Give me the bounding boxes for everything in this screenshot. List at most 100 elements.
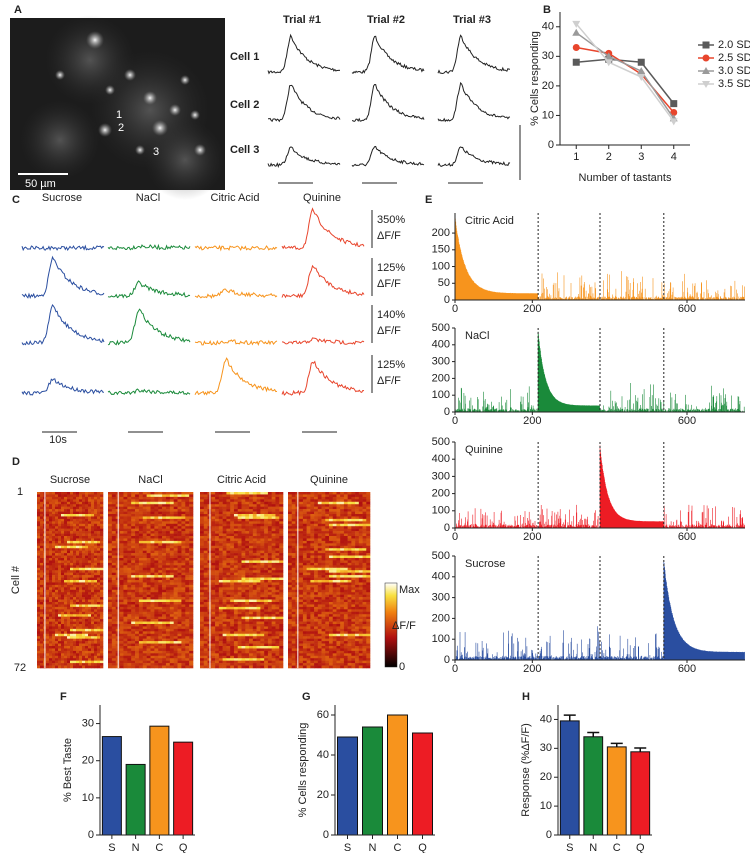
heatmap-cell	[230, 626, 234, 629]
heatmap-cell	[131, 541, 135, 544]
heatmap-cell	[112, 497, 116, 500]
heatmap-cell	[154, 556, 158, 559]
heatmap-cell	[181, 541, 185, 544]
heatmap-cell	[112, 509, 116, 512]
heatmap-cell	[257, 556, 261, 559]
heatmap-cell	[268, 543, 272, 546]
heatmap-cell	[230, 597, 234, 600]
heatmap-cell	[91, 626, 94, 629]
heatmap-cell	[147, 661, 151, 664]
heatmap-cell	[230, 622, 234, 625]
heatmap-cell	[64, 526, 67, 529]
heatmap-cell	[70, 609, 73, 612]
heatmap-cell	[112, 529, 116, 532]
heatmap-cell	[185, 624, 189, 627]
heatmap-cell	[40, 516, 43, 519]
heatmap-cell	[64, 546, 67, 549]
heatmap-cell	[189, 519, 193, 522]
heatmap-cell	[264, 604, 268, 607]
heatmap-cell	[82, 661, 85, 664]
heatmap-cell	[135, 612, 139, 615]
heatmap-cell	[91, 560, 94, 563]
heatmap-cell	[73, 600, 76, 603]
heatmap-cell	[94, 553, 97, 556]
heatmap-cell	[112, 580, 116, 583]
heatmap-cell	[67, 590, 70, 593]
heatmap-cell	[139, 658, 143, 661]
heatmap-cell	[79, 607, 82, 610]
heatmap-cell	[200, 590, 204, 593]
heatmap-cell	[181, 617, 185, 620]
heatmap-cell	[185, 573, 189, 576]
heatmap-cell	[264, 492, 268, 495]
heatmap-cell	[215, 492, 219, 495]
heatmap-cell	[82, 526, 85, 529]
heatmap-cell	[166, 541, 170, 544]
column-title: Trial #3	[453, 14, 491, 26]
heatmap-cell	[40, 602, 43, 605]
heatmap-cell	[200, 504, 204, 507]
heatmap-cell	[37, 504, 40, 507]
heatmap-cell	[37, 590, 40, 593]
heatmap-cell	[234, 587, 238, 590]
heatmap-cell	[100, 653, 103, 656]
heatmap-cell	[82, 656, 85, 659]
heatmap-cell	[166, 600, 170, 603]
heatmap-cell	[131, 497, 135, 500]
heatmap-cell	[268, 570, 272, 573]
heatmap-cell	[174, 546, 178, 549]
heatmap-cell	[230, 507, 234, 510]
heatmap-cell	[135, 494, 139, 497]
heatmap-cell	[189, 548, 193, 551]
heatmap-cell	[88, 556, 91, 559]
heatmap-cell	[166, 590, 170, 593]
heatmap-cell	[61, 592, 64, 595]
heatmap-cell	[147, 565, 151, 568]
heatmap-cell	[143, 558, 147, 561]
heatmap-cell	[211, 551, 215, 554]
heatmap-cell	[158, 607, 162, 610]
heatmap-cell	[223, 585, 227, 588]
heatmap-cell	[64, 663, 67, 666]
heatmap-cell	[61, 622, 64, 625]
heatmap-cell	[162, 624, 166, 627]
heatmap-cell	[88, 548, 91, 551]
heatmap-cell	[257, 565, 261, 568]
heatmap-cell	[268, 614, 272, 617]
heatmap-cell	[67, 607, 70, 610]
heatmap-cell	[166, 526, 170, 529]
heatmap-cell	[73, 634, 76, 637]
heatmap-cell	[204, 661, 208, 664]
heatmap-cell	[82, 663, 85, 666]
heatmap-cell	[178, 631, 182, 634]
heatmap-cell	[131, 512, 135, 515]
heatmap-cell	[166, 578, 170, 581]
heatmap-cell	[46, 619, 49, 622]
heatmap-cell	[40, 494, 43, 497]
heatmap-cell	[70, 580, 73, 583]
heatmap-cell	[215, 541, 219, 544]
heatmap-cell	[230, 546, 234, 549]
heatmap-cell	[49, 553, 52, 556]
heatmap-cell	[174, 602, 178, 605]
heatmap-cell	[268, 639, 272, 642]
heatmap-cell	[61, 499, 64, 502]
heatmap-cell	[139, 494, 143, 497]
heatmap-cell	[174, 644, 178, 647]
heatmap-cell	[219, 543, 223, 546]
heatmap-cell	[178, 587, 182, 590]
heatmap-cell	[272, 519, 276, 522]
heatmap-cell	[67, 622, 70, 625]
heatmap-cell	[94, 619, 97, 622]
heatmap-cell	[336, 492, 340, 495]
heatmap-cell	[226, 504, 230, 507]
heatmap-cell	[170, 502, 174, 505]
heatmap-cell	[245, 553, 249, 556]
heatmap-cell	[76, 519, 79, 522]
heatmap-cell	[123, 573, 127, 576]
heatmap-cell	[166, 509, 170, 512]
heatmap-cell	[49, 563, 52, 566]
heatmap-cell	[178, 546, 182, 549]
heatmap-cell	[245, 622, 249, 625]
heatmap-cell	[189, 560, 193, 563]
